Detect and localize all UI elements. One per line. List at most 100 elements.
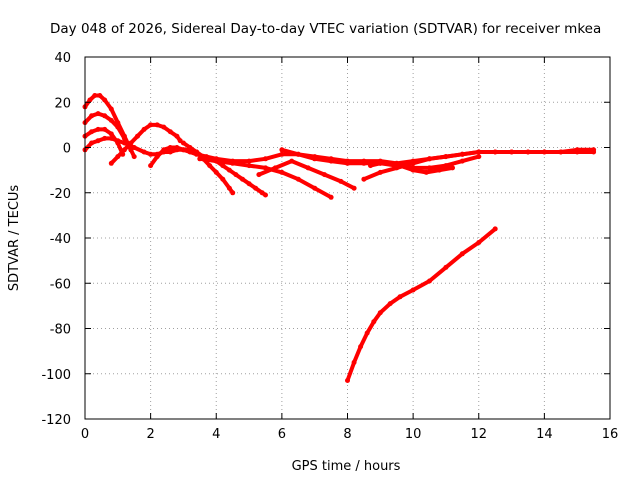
x-axis-label: GPS time / hours — [292, 459, 401, 474]
x-tick-label: 8 — [343, 427, 351, 442]
data-point — [361, 176, 367, 182]
data-point — [154, 154, 160, 160]
grid-layer — [85, 57, 610, 419]
data-point — [108, 135, 114, 141]
data-point — [180, 147, 186, 153]
series-arc-2 — [82, 111, 134, 153]
y-tick-label: -40 — [50, 232, 71, 247]
data-point — [207, 163, 213, 169]
data-point — [525, 149, 531, 155]
data-point — [443, 264, 449, 270]
data-point — [345, 378, 350, 383]
data-point — [97, 93, 103, 98]
data-point — [263, 165, 268, 171]
data-point — [89, 113, 95, 119]
data-point — [558, 149, 564, 155]
series-line — [148, 145, 268, 197]
data-point — [148, 151, 154, 157]
data-point — [387, 160, 393, 166]
series-arc-12 — [368, 160, 455, 175]
data-point — [295, 176, 301, 182]
data-point — [226, 185, 232, 191]
data-point — [167, 149, 173, 155]
series-arc-13 — [345, 226, 498, 383]
data-point — [427, 156, 432, 162]
data-point — [492, 226, 498, 232]
data-point — [541, 149, 547, 155]
data-point — [174, 133, 180, 139]
data-point — [102, 113, 108, 119]
data-point — [476, 149, 482, 155]
y-tick-label: 0 — [63, 142, 71, 157]
data-point — [197, 156, 203, 162]
y-tick-label: -60 — [50, 277, 71, 292]
data-point — [167, 145, 173, 150]
x-tick-label: 16 — [602, 427, 619, 442]
data-point — [108, 160, 114, 166]
data-point — [492, 149, 498, 155]
data-point — [459, 251, 465, 257]
data-point — [89, 140, 95, 146]
data-point — [246, 163, 252, 169]
data-point — [397, 294, 403, 300]
data-point — [364, 330, 370, 336]
data-point — [361, 160, 367, 166]
data-point — [131, 145, 137, 150]
data-point — [102, 97, 108, 103]
data-point — [161, 147, 167, 153]
data-point — [108, 117, 114, 123]
data-point — [410, 287, 416, 293]
x-tick-label: 4 — [212, 427, 220, 442]
y-axis-label: SDTVAR / TECUs — [7, 185, 22, 292]
data-point — [476, 240, 482, 245]
data-point — [226, 167, 232, 173]
data-point — [121, 140, 127, 146]
data-point — [95, 126, 101, 132]
tick-layer: 0 2 4 6 8 10 12 14 16 40 20 0 -20 -40 -60 -80 -100 -120 — [41, 51, 618, 442]
data-point — [92, 93, 98, 98]
data-point — [443, 154, 449, 160]
data-point — [263, 192, 268, 198]
data-point — [240, 176, 245, 182]
data-point — [102, 126, 108, 132]
data-point — [213, 158, 219, 164]
x-tick-label: 2 — [146, 427, 154, 442]
data-point — [220, 176, 226, 182]
data-point — [141, 126, 147, 132]
data-point — [328, 158, 334, 164]
data-point — [279, 169, 285, 175]
series-line — [345, 226, 498, 383]
data-point — [279, 151, 285, 157]
data-point — [194, 149, 200, 155]
data-point — [368, 163, 373, 169]
data-point — [167, 129, 173, 135]
data-point — [377, 160, 383, 166]
data-point — [574, 149, 580, 155]
data-point — [371, 319, 377, 325]
data-point — [289, 158, 295, 164]
data-point — [174, 145, 180, 150]
data-point — [233, 172, 239, 178]
data-point — [328, 194, 334, 200]
data-point — [121, 135, 127, 141]
data-point — [128, 140, 134, 146]
data-point — [436, 167, 442, 173]
data-point — [397, 163, 403, 169]
x-tick-label: 10 — [405, 427, 422, 442]
data-point — [312, 156, 318, 162]
data-point — [591, 149, 597, 155]
data-point — [213, 169, 219, 175]
data-point — [135, 133, 140, 139]
chart-title: Day 048 of 2026, Sidereal Day-to-day VTE… — [50, 21, 601, 37]
data-point — [272, 165, 278, 171]
data-point — [95, 138, 101, 144]
data-point — [230, 160, 236, 166]
data-point — [115, 138, 121, 144]
data-point — [427, 165, 432, 171]
data-point — [423, 169, 429, 175]
series-arc-8 — [197, 156, 334, 200]
data-point — [279, 147, 285, 153]
y-tick-label: -100 — [41, 368, 71, 383]
data-point — [131, 154, 137, 160]
